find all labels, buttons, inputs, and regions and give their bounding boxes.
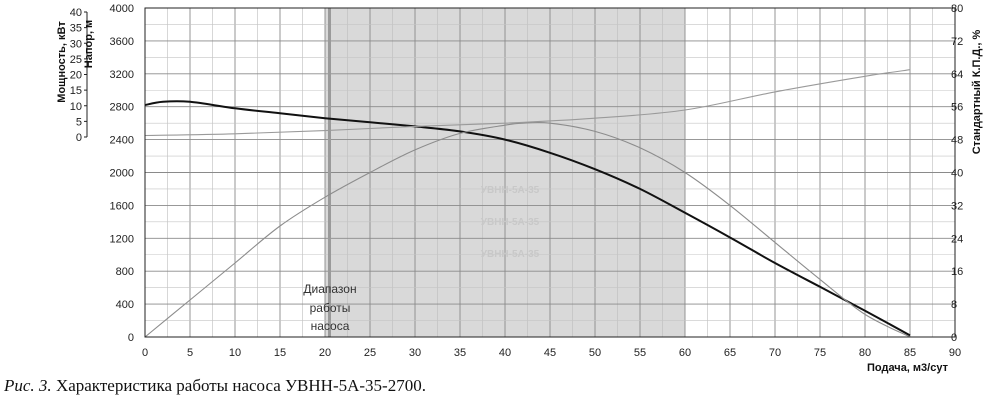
power-tick-label: 30 bbox=[70, 38, 82, 50]
efficiency-curve bbox=[144, 121, 911, 338]
efficiency-tick-label: 24 bbox=[951, 233, 963, 245]
faint-curve-label: УВНН-5А-35 bbox=[481, 249, 540, 260]
efficiency-tick-label: 16 bbox=[951, 266, 963, 278]
range-label-line-1: Диапазон bbox=[303, 282, 356, 296]
x-tick-label: 55 bbox=[634, 347, 646, 359]
figure-label: Рис. 3. bbox=[4, 376, 52, 395]
x-tick-label: 10 bbox=[229, 347, 241, 359]
head-tick-label: 1600 bbox=[110, 200, 134, 212]
power-axis-title: Мощность, кВт bbox=[56, 21, 68, 103]
efficiency-tick-label: 8 bbox=[951, 299, 957, 311]
operating-range-start-marker bbox=[328, 8, 331, 337]
head-tick-label: 4000 bbox=[110, 3, 134, 15]
head-tick-label: 3600 bbox=[110, 36, 134, 48]
x-tick-label: 60 bbox=[679, 347, 691, 359]
head-tick-label: 2400 bbox=[110, 135, 134, 147]
efficiency-tick-label: 48 bbox=[951, 135, 963, 147]
power-tick-label: 25 bbox=[70, 54, 82, 66]
x-tick-label: 25 bbox=[364, 347, 376, 359]
plot-frame bbox=[144, 7, 956, 338]
operating-range-label: Диапазон работы насоса bbox=[303, 282, 356, 333]
faint-curve-label: УВНН-5А-35 bbox=[481, 217, 540, 228]
efficiency-tick-label: 72 bbox=[951, 36, 963, 48]
x-tick-label: 5 bbox=[187, 347, 193, 359]
power-tick-label: 20 bbox=[70, 70, 82, 82]
tick-labels: 0 5 10 15 20 25 30 35 40 45 50 55 60 65 70 75 80 85 900400… bbox=[70, 3, 964, 359]
range-label-line-2: работы bbox=[310, 301, 351, 315]
x-tick-label: 40 bbox=[499, 347, 511, 359]
power-tick-label: 0 bbox=[76, 132, 82, 144]
x-tick-label: 75 bbox=[814, 347, 826, 359]
x-tick-label: 70 bbox=[769, 347, 781, 359]
x-tick-label: 85 bbox=[904, 347, 916, 359]
x-tick-label: 90 bbox=[949, 347, 961, 359]
power-tick-label: 5 bbox=[76, 116, 82, 128]
head-tick-label: 2800 bbox=[110, 102, 134, 114]
head-tick-label: 400 bbox=[116, 299, 134, 311]
series-curves bbox=[144, 69, 911, 338]
x-tick-label: 0 bbox=[142, 347, 148, 359]
x-tick-label: 20 bbox=[319, 347, 331, 359]
x-tick-label: 35 bbox=[454, 347, 466, 359]
efficiency-tick-label: 56 bbox=[951, 102, 963, 114]
x-tick-label: 30 bbox=[409, 347, 421, 359]
range-label-line-3: насоса bbox=[311, 319, 350, 333]
head-tick-label: 0 bbox=[128, 332, 134, 344]
x-tick-label: 45 bbox=[544, 347, 556, 359]
head-axis-title: Напор, м bbox=[83, 20, 95, 68]
faint-curve-labels: УВНН-5А-35 УВНН-5А-35 УВНН-5А-35 bbox=[481, 185, 540, 260]
x-tick-label: 65 bbox=[724, 347, 736, 359]
efficiency-tick-label: 40 bbox=[951, 168, 963, 180]
power-tick-label: 35 bbox=[70, 23, 82, 35]
grid-lines bbox=[144, 7, 956, 338]
power-curve bbox=[144, 69, 911, 137]
faint-curve-label: УВНН-5А-35 bbox=[481, 185, 540, 196]
x-tick-label: 80 bbox=[859, 347, 871, 359]
figure-caption-text: Характеристика работы насоса УВНН-5А-35-… bbox=[55, 376, 426, 395]
efficiency-axis-title: Стандартный К.П.Д., % bbox=[971, 30, 983, 155]
x-tick-label: 50 bbox=[589, 347, 601, 359]
head-tick-label: 1200 bbox=[110, 233, 134, 245]
x-axis-title: Подача, м3/сут bbox=[867, 362, 949, 374]
head-tick-label: 800 bbox=[116, 266, 134, 278]
efficiency-tick-label: 64 bbox=[951, 69, 963, 81]
head-curve bbox=[144, 100, 911, 337]
head-tick-label: 2000 bbox=[110, 168, 134, 180]
power-tick-label: 15 bbox=[70, 85, 82, 97]
efficiency-tick-label: 32 bbox=[951, 200, 963, 212]
efficiency-tick-label: 80 bbox=[951, 3, 963, 15]
power-tick-label: 10 bbox=[70, 101, 82, 113]
figure-caption: Рис. 3. Характеристика работы насоса УВН… bbox=[4, 376, 426, 396]
head-tick-label: 3200 bbox=[110, 69, 134, 81]
x-tick-label: 15 bbox=[274, 347, 286, 359]
efficiency-tick-label: 0 bbox=[951, 332, 957, 344]
power-tick-label: 40 bbox=[70, 7, 82, 19]
